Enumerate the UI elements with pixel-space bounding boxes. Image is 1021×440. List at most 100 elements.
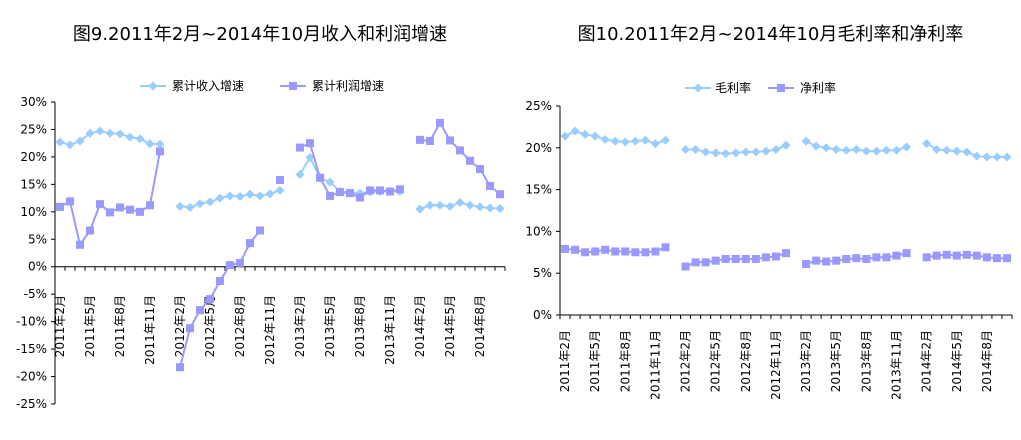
left-y-tick-label: -15% [16,342,47,356]
left-point-square [96,200,104,209]
right-x-tick-label: 2014年5月 [950,330,964,392]
left-point-diamond [305,152,315,162]
right-y-tick-label: 15% [525,183,552,197]
right-point-diamond [982,152,992,162]
right-y-tick-label: 20% [525,141,552,155]
left-x-tick-label: 2011年8月 [113,295,127,357]
left-point-diamond [245,189,255,199]
right-point-square [681,262,690,271]
right-x-tick-label: 2014年2月 [920,330,934,392]
right-point-diamond [841,145,851,155]
left-point-square [426,136,434,145]
right-point-square [691,258,700,267]
left-x-tick-label: 2012年11月 [263,295,277,365]
left-x-tick-label: 2014年2月 [413,295,427,357]
right-point-square [872,253,881,262]
left-point-square [216,277,224,286]
left-y-tick-label: -5% [24,287,47,301]
left-point-diamond [95,126,105,136]
right-point-square [942,250,951,259]
left-point-diamond [435,200,445,210]
left-point-square [136,207,144,216]
right-point-square [741,254,750,263]
right-y-tick-label: 25% [525,99,552,113]
right-point-diamond [861,146,871,156]
left-x-tick-label: 2012年2月 [173,295,187,357]
left-point-diamond [485,203,495,213]
left-point-square [86,226,94,235]
right-point-square [761,253,770,262]
left-point-square [156,147,164,156]
left-point-diamond [145,139,155,149]
right-point-diamond [942,145,952,155]
left-legend-marker [148,81,158,91]
chart-title-left: 图9.2011年2月~2014年10月收入和利润增速 [72,24,448,45]
right-point-diamond [781,140,791,150]
right-point-square [902,249,911,258]
left-x-tick-label: 2012年5月 [203,295,217,357]
left-point-square [386,187,394,196]
left-legend-label: 累计利润增速 [312,79,384,93]
left-point-square [226,261,234,270]
left-point-diamond [415,204,425,214]
left-point-square [436,118,444,127]
left-x-tick-label: 2014年8月 [473,295,487,357]
left-x-tick-label: 2013年5月 [323,295,337,357]
right-point-square [852,254,861,263]
right-legend-marker [693,83,703,93]
chart-title-right: 图10.2011年2月~2014年10月毛利率和净利率 [577,24,964,45]
right-point-square [822,257,831,266]
right-point-diamond [992,152,1002,162]
right-point-diamond [871,146,881,156]
left-point-square [246,239,254,248]
right-point-diamond [811,141,821,151]
left-point-diamond [215,193,225,203]
left-point-square [66,197,74,206]
right-point-diamond [741,147,751,157]
right-point-square [721,254,730,263]
left-point-square [346,189,354,198]
left-point-diamond [475,202,485,212]
left-x-tick-label: 2011年11月 [143,295,157,365]
left-point-square [486,182,494,191]
right-point-diamond [1002,152,1012,162]
left-point-diamond [265,189,275,199]
left-point-diamond [105,128,115,138]
right-point-diamond [570,126,580,136]
right-point-diamond [660,135,670,145]
right-point-square [711,256,720,265]
left-x-tick-label: 2013年2月 [293,295,307,357]
left-point-square [336,188,344,197]
left-point-square [316,173,324,182]
right-point-diamond [922,139,932,149]
right-point-diamond [701,147,711,157]
left-x-tick-label: 2013年8月 [353,295,367,357]
right-x-tick-label: 2011年8月 [618,330,632,392]
right-x-tick-label: 2014年8月 [980,330,994,392]
right-point-square [892,251,901,260]
right-point-square [581,248,590,257]
left-point-square [106,208,114,217]
left-y-tick-label: -20% [16,370,47,384]
right-point-diamond [691,144,701,154]
right-point-square [571,245,580,254]
left-point-diamond [65,140,75,150]
right-point-square [802,260,811,269]
right-point-diamond [851,144,861,154]
left-point-square [296,143,304,152]
left-point-diamond [325,177,335,187]
left-point-square [206,295,214,304]
right-point-square [731,254,740,263]
left-x-tick-label: 2011年2月 [53,295,67,357]
left-point-square [126,205,134,214]
left-x-tick-label: 2012年8月 [233,295,247,357]
right-point-square [972,251,981,260]
right-point-square [771,252,780,261]
right-x-tick-label: 2012年5月 [709,330,723,392]
right-point-square [611,247,620,256]
right-y-tick-label: 10% [525,224,552,238]
right-point-square [782,249,790,258]
left-point-diamond [195,199,205,209]
left-point-square [466,156,474,165]
right-point-diamond [962,147,972,157]
